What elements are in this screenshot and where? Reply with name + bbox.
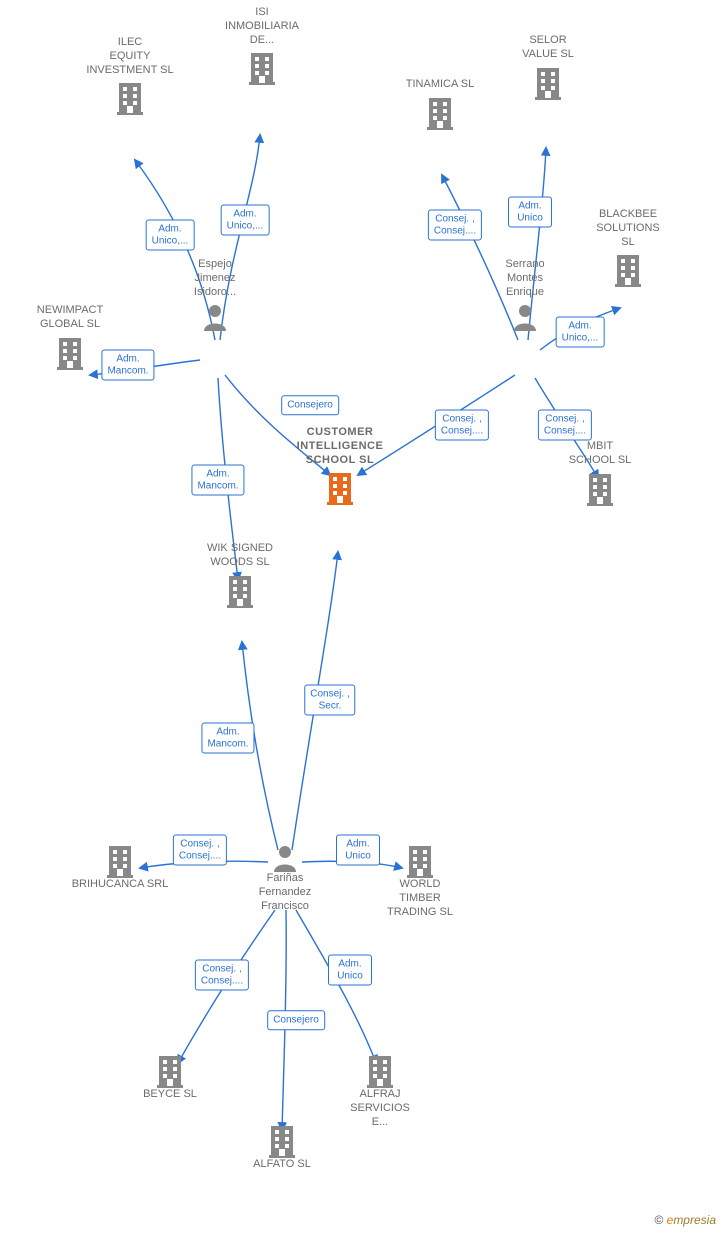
person-icon (155, 303, 275, 331)
node-label-blackbee: BLACKBEE SOLUTIONS SL (568, 208, 688, 249)
node-wik[interactable]: WIK SIGNED WOODS SL (180, 542, 300, 608)
edge-label-serrano-central: Consej. , Consej.... (435, 410, 489, 441)
node-label-tinamica: TINAMICA SL (380, 78, 500, 92)
edge-label-farinas-brihu: Consej. , Consej.... (173, 835, 227, 866)
edge-label-farinas-alfato: Consejero (267, 1010, 325, 1030)
node-blackbee[interactable]: BLACKBEE SOLUTIONS SL (568, 208, 688, 287)
edge-label-serrano-tinamica: Consej. , Consej.... (428, 210, 482, 241)
node-espejo[interactable]: Espejo Jimenez Isidoro... (155, 258, 275, 331)
node-ilec[interactable]: ILEC EQUITY INVESTMENT SL (70, 36, 190, 115)
node-label-newimpact: NEWIMPACT GLOBAL SL (10, 304, 130, 332)
edge-label-espejo-central: Consejero (281, 395, 339, 415)
node-label-alfato: ALFATO SL (222, 1158, 342, 1172)
node-beyce[interactable]: BEYCE SL (110, 1050, 230, 1102)
edge-label-espejo-ilec: Adm. Unico,... (146, 220, 195, 251)
edge-label-farinas-world: Adm. Unico (336, 835, 380, 866)
node-label-ilec: ILEC EQUITY INVESTMENT SL (70, 36, 190, 77)
edge-label-farinas-central: Consej. , Secr. (304, 685, 355, 716)
footer-copyright: © empresia (654, 1213, 716, 1227)
edge-farinas-alfraj (296, 910, 376, 1063)
person-icon (225, 844, 345, 872)
node-brihu[interactable]: BRIHUCANCA SRL (60, 840, 180, 892)
edge-label-farinas-beyce: Consej. , Consej.... (195, 960, 249, 991)
building-icon (110, 1054, 230, 1088)
node-central[interactable]: CUSTOMER INTELLIGENCE SCHOOL SL (280, 426, 400, 505)
node-alfraj[interactable]: ALFRAJ SERVICIOS E... (320, 1050, 440, 1129)
node-label-wik: WIK SIGNED WOODS SL (180, 542, 300, 570)
edge-label-espejo-newimpact: Adm. Mancom. (101, 350, 154, 381)
node-label-central: CUSTOMER INTELLIGENCE SCHOOL SL (280, 426, 400, 467)
node-isi[interactable]: ISI INMOBILIARIA DE... (202, 6, 322, 85)
edge-label-farinas-wik: Adm. Mancom. (201, 723, 254, 754)
edge-label-serrano-mbit: Consej. , Consej.... (538, 410, 592, 441)
building-icon (280, 471, 400, 505)
building-icon (70, 81, 190, 115)
building-icon (60, 844, 180, 878)
node-label-brihu: BRIHUCANCA SRL (60, 878, 180, 892)
edge-label-farinas-alfraj: Adm. Unico (328, 955, 372, 986)
node-label-world: WORLD TIMBER TRADING SL (360, 878, 480, 919)
building-icon (380, 96, 500, 130)
node-label-serrano: Serrano Montes Enrique (465, 258, 585, 299)
node-label-farinas: Fariñas Fernandez Francisco (225, 872, 345, 913)
node-selor[interactable]: SELOR VALUE SL (488, 34, 608, 100)
node-label-isi: ISI INMOBILIARIA DE... (202, 6, 322, 47)
node-label-mbit: MBIT SCHOOL SL (540, 440, 660, 468)
edge-label-espejo-isi: Adm. Unico,... (221, 205, 270, 236)
building-icon (540, 472, 660, 506)
node-label-selor: SELOR VALUE SL (488, 34, 608, 62)
building-icon (488, 66, 608, 100)
edge-label-serrano-selor: Adm. Unico (508, 197, 552, 228)
building-icon (320, 1054, 440, 1088)
node-mbit[interactable]: MBIT SCHOOL SL (540, 440, 660, 506)
copyright-symbol: © (654, 1213, 663, 1227)
building-icon (180, 574, 300, 608)
building-icon (202, 51, 322, 85)
node-label-espejo: Espejo Jimenez Isidoro... (155, 258, 275, 299)
node-label-beyce: BEYCE SL (110, 1088, 230, 1102)
node-label-alfraj: ALFRAJ SERVICIOS E... (320, 1088, 440, 1129)
node-tinamica[interactable]: TINAMICA SL (380, 78, 500, 130)
edge-label-serrano-blackbee: Adm. Unico,... (556, 317, 605, 348)
edge-label-espejo-wik: Adm. Mancom. (191, 465, 244, 496)
building-icon (568, 253, 688, 287)
brand-logo-rest: mpresia (673, 1213, 716, 1227)
node-farinas[interactable]: Fariñas Fernandez Francisco (225, 840, 345, 913)
